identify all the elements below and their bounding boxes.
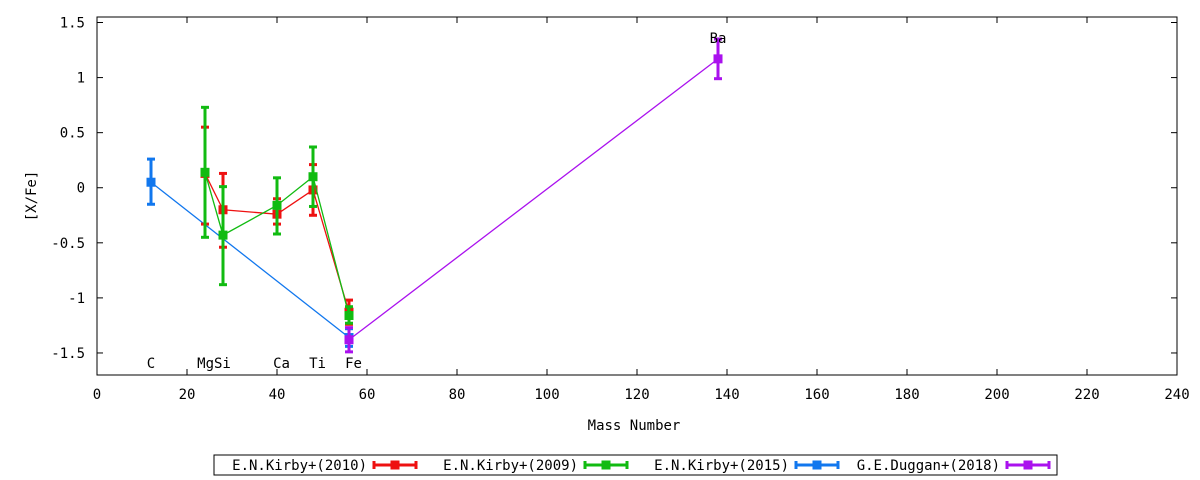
x-tick-label: 20	[179, 387, 196, 403]
y-tick-label: -1	[68, 291, 85, 307]
data-point	[272, 200, 282, 210]
data-point	[218, 230, 228, 240]
data-point	[713, 54, 723, 64]
element-labels: C MgSi Ca Ti Fe Ba	[147, 31, 727, 372]
data-point	[344, 335, 354, 345]
y-axis-title: [X/Fe]	[24, 171, 40, 222]
data-point	[308, 172, 318, 182]
x-axis-ticks: 0 20 40 60 80 100 120 140 160 180 200 220 240	[93, 17, 1190, 403]
element-label: Ba	[710, 31, 727, 47]
legend: E.N.Kirby+(2010) E.N.Kirby+(2009) E.N.Kirb…	[213, 454, 1058, 476]
legend-label: E.N.Kirby+(2015)	[654, 458, 789, 474]
element-label: Ca	[273, 356, 290, 372]
legend-swatch-marker	[812, 460, 822, 470]
x-tick-label: 60	[359, 387, 376, 403]
x-tick-label: 0	[93, 387, 101, 403]
legend-swatch-marker	[1023, 460, 1033, 470]
series-layer	[146, 37, 723, 354]
x-tick-label: 200	[984, 387, 1009, 403]
x-tick-label: 140	[714, 387, 739, 403]
series-2	[146, 157, 354, 348]
y-axis-ticks: -1.5 -1 -0.5 0 0.5 1 1.5	[51, 16, 1177, 362]
series-1	[200, 105, 354, 325]
x-tick-label: 240	[1164, 387, 1189, 403]
legend-box	[213, 454, 1058, 476]
series-line	[150, 181, 350, 339]
y-tick-label: 0.5	[60, 126, 85, 142]
legend-swatch-marker	[601, 460, 611, 470]
legend-swatch-marker	[390, 460, 400, 470]
y-tick-label: -1.5	[51, 346, 85, 362]
data-point	[146, 177, 156, 187]
y-tick-label: -0.5	[51, 236, 85, 252]
series-line	[348, 58, 719, 341]
element-label: Fe	[345, 356, 362, 372]
x-tick-label: 40	[269, 387, 286, 403]
element-label: MgSi	[197, 356, 231, 372]
x-tick-label: 100	[534, 387, 559, 403]
x-tick-label: 220	[1074, 387, 1099, 403]
x-axis-title: Mass Number	[588, 418, 681, 434]
element-label: Ti	[309, 356, 326, 372]
y-tick-label: 0	[77, 181, 85, 197]
plot-frame	[96, 16, 1178, 376]
legend-label: E.N.Kirby+(2010)	[232, 458, 367, 474]
legend-label: G.E.Duggan+(2018)	[857, 458, 1000, 474]
x-tick-label: 160	[804, 387, 829, 403]
element-label: C	[147, 356, 155, 372]
y-tick-label: 1	[77, 71, 85, 87]
x-tick-label: 180	[894, 387, 919, 403]
data-point	[344, 311, 354, 321]
x-tick-label: 80	[449, 387, 466, 403]
legend-label: E.N.Kirby+(2009)	[443, 458, 578, 474]
data-point	[200, 167, 210, 177]
y-tick-label: 1.5	[60, 16, 85, 32]
x-tick-label: 120	[624, 387, 649, 403]
series-3	[344, 37, 723, 354]
